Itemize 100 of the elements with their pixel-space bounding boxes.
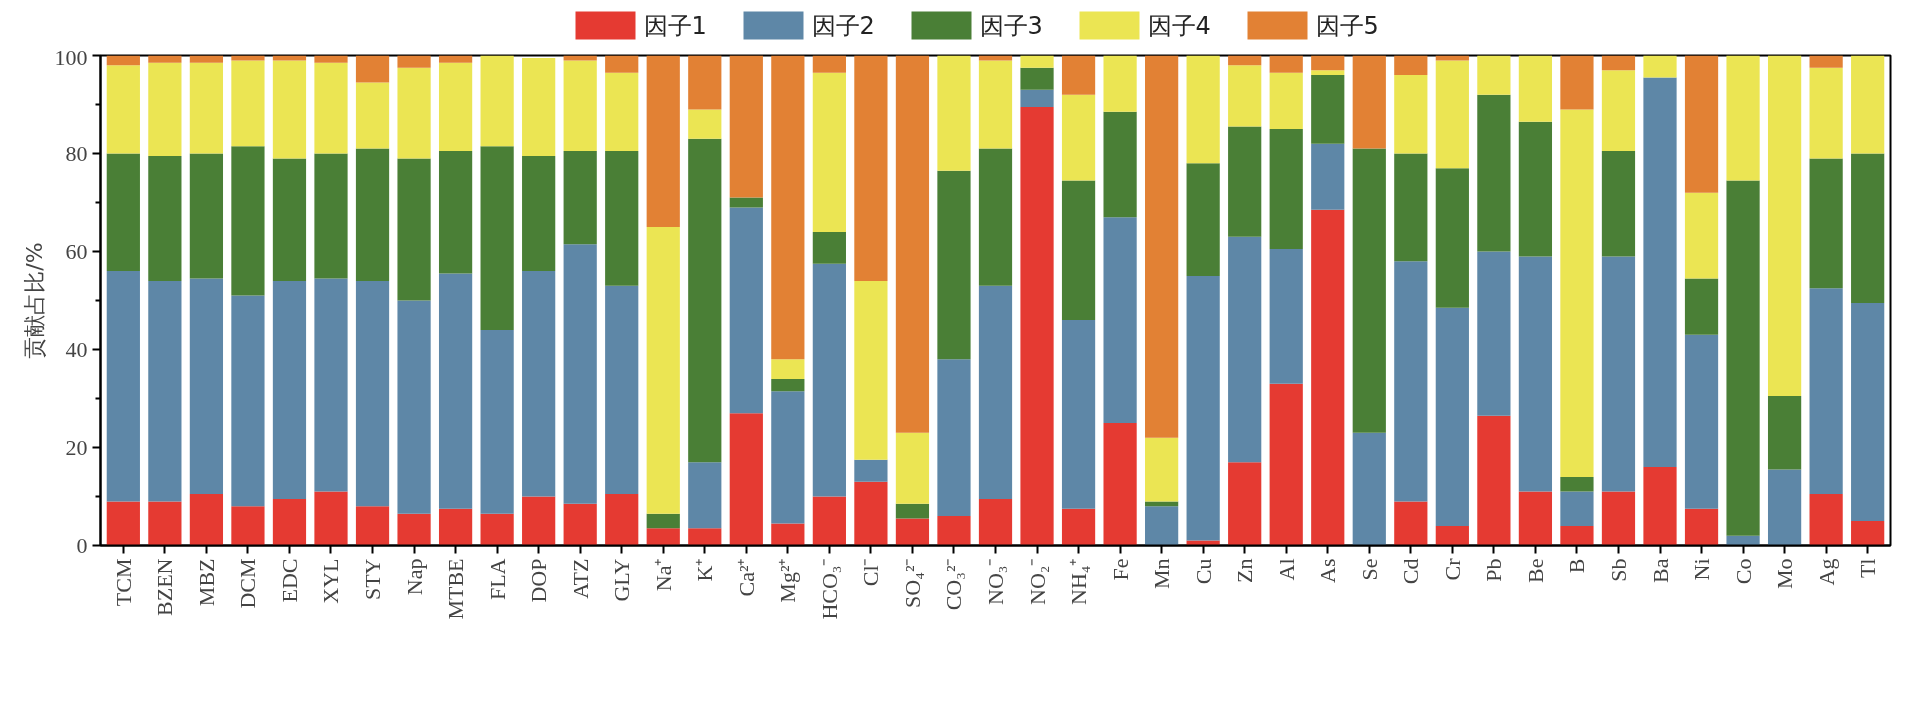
bar <box>189 494 224 546</box>
y-tick-label: 40 <box>65 336 88 362</box>
bar <box>1103 217 1137 423</box>
x-tick-label: Cr <box>1439 557 1465 581</box>
bar <box>812 55 846 73</box>
bar <box>646 513 680 529</box>
bar <box>1020 67 1054 90</box>
bar <box>771 378 805 392</box>
bar <box>605 494 639 546</box>
bar <box>355 280 390 507</box>
x-tick-label: CO₃²⁻ <box>941 558 967 611</box>
bar <box>1228 126 1262 237</box>
bar <box>937 359 971 517</box>
bar <box>480 146 514 330</box>
bar <box>106 65 140 154</box>
bar <box>605 55 639 73</box>
bar <box>106 153 140 272</box>
bar <box>937 170 971 360</box>
bar <box>812 263 846 497</box>
bar <box>1061 320 1096 509</box>
bar <box>314 62 348 154</box>
x-tick-label: Zn <box>1232 558 1258 583</box>
bar <box>1061 55 1096 95</box>
bar <box>1186 276 1220 541</box>
bar <box>1435 307 1469 526</box>
bar <box>1477 415 1511 546</box>
bar <box>1269 55 1303 73</box>
legend-label: 因子1 <box>643 11 707 40</box>
bar <box>1145 506 1179 546</box>
bar <box>438 62 473 152</box>
bar <box>605 72 639 152</box>
bar <box>1851 302 1885 521</box>
bar <box>1311 70 1345 76</box>
x-tick-label: BZEN <box>152 558 178 616</box>
bar <box>231 146 265 296</box>
bar <box>438 508 473 546</box>
bar <box>1560 525 1594 546</box>
bar <box>1809 494 1843 546</box>
bar <box>1352 432 1386 546</box>
x-tick-label: NO₂⁻ <box>1024 558 1050 605</box>
bar <box>1560 109 1594 477</box>
bar <box>688 109 722 139</box>
bar <box>522 271 556 497</box>
bar <box>106 501 140 546</box>
bar <box>1394 501 1428 546</box>
bar <box>1684 55 1719 193</box>
bar <box>1684 334 1719 509</box>
x-tick-label: Mg²⁺ <box>775 558 801 603</box>
bar <box>729 207 763 414</box>
bar <box>1352 148 1386 433</box>
bar <box>771 391 805 524</box>
x-tick-label: Be <box>1522 558 1548 583</box>
x-tick-label: Sb <box>1605 558 1631 582</box>
bar <box>937 55 971 171</box>
x-tick-label: HCO₃⁻ <box>816 558 842 620</box>
bar <box>1352 55 1386 149</box>
x-tick-label: FLA <box>484 558 510 601</box>
bar <box>148 62 182 156</box>
bar <box>480 55 514 147</box>
legend-label: 因子5 <box>1315 11 1379 40</box>
bar <box>397 158 431 301</box>
bar <box>1103 111 1137 218</box>
bar <box>1560 491 1594 526</box>
bar <box>1394 55 1428 76</box>
bar <box>1061 94 1096 181</box>
bar <box>1518 256 1553 492</box>
bar <box>314 491 348 546</box>
bar <box>1311 55 1345 71</box>
bar <box>1228 462 1262 546</box>
bar <box>688 528 722 546</box>
bar <box>1311 209 1345 546</box>
bar <box>978 498 1013 546</box>
bar <box>1020 106 1054 546</box>
legend-label: 因子3 <box>979 11 1043 40</box>
x-tick-label: Cu <box>1190 558 1216 585</box>
bar <box>646 55 680 227</box>
bar <box>1145 501 1179 507</box>
bar <box>1435 60 1469 169</box>
x-tick-label: Al <box>1273 558 1299 581</box>
x-tick-label: NO₃⁻ <box>983 558 1008 605</box>
bar <box>397 300 431 514</box>
bar <box>1809 55 1843 68</box>
bar <box>605 285 639 495</box>
bar <box>1726 55 1760 181</box>
bar <box>1020 89 1054 107</box>
bar <box>812 231 846 264</box>
bar <box>854 481 888 546</box>
bar <box>106 271 140 502</box>
bar <box>1228 55 1262 66</box>
bar <box>1601 491 1636 546</box>
bar <box>272 158 307 281</box>
bar <box>895 503 930 519</box>
bar <box>1186 55 1220 164</box>
x-tick-label: EDC <box>276 558 302 603</box>
bar <box>397 513 431 546</box>
bar <box>522 496 556 546</box>
bar <box>189 278 224 495</box>
bar <box>522 57 556 156</box>
bar <box>1394 261 1428 502</box>
y-axis-title: 贡献占比/% <box>21 242 47 359</box>
